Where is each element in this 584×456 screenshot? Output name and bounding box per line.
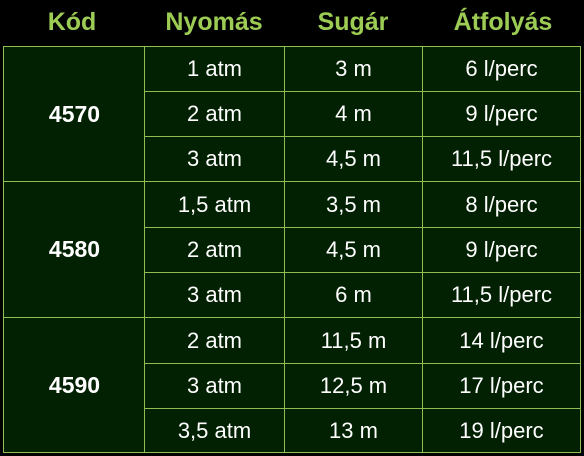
column-divider [144, 47, 145, 452]
pressure-cell: 2 atm [186, 101, 243, 126]
flow-cell: 19 l/perc [459, 417, 544, 443]
flow-cell: 8 l/perc [465, 191, 538, 217]
group-divider [4, 181, 580, 182]
radius-cell: 13 m [329, 417, 378, 443]
pressure-cell: 2 atm [186, 327, 243, 353]
flow-cell: 17 l/perc [459, 373, 544, 398]
row-divider [144, 91, 580, 92]
column-divider [422, 47, 423, 452]
row-divider [144, 408, 580, 409]
flow-cell: 11,5 l/perc [450, 146, 553, 171]
row-divider [144, 363, 580, 364]
flow-cell: 6 l/perc [465, 56, 538, 81]
pressure-cell: 3 atm [186, 373, 243, 398]
pressure-cell: 1,5 atm [177, 191, 252, 217]
radius-cell: 3,5 m [325, 191, 382, 217]
header-code: Kód [47, 8, 97, 36]
flow-cell: 14 l/perc [459, 327, 544, 353]
column-divider [284, 47, 285, 452]
product-code: 4570 [48, 100, 101, 127]
radius-cell: 12,5 m [319, 373, 388, 398]
row-divider [144, 227, 580, 228]
header-radius: Sugár [317, 8, 389, 36]
row-divider [144, 272, 580, 273]
pressure-cell: 3,5 atm [177, 417, 252, 443]
flow-cell: 11,5 l/perc [450, 282, 553, 307]
radius-cell: 3 m [335, 56, 372, 81]
pressure-cell: 2 atm [186, 237, 243, 262]
row-divider [144, 136, 580, 137]
pressure-cell: 3 atm [186, 146, 243, 171]
header-pressure: Nyomás [165, 8, 263, 36]
pressure-cell: 1 atm [186, 56, 243, 81]
product-code: 4580 [48, 236, 101, 262]
pressure-cell: 3 atm [186, 282, 243, 307]
group-divider [4, 317, 580, 318]
flow-cell: 9 l/perc [465, 237, 538, 262]
table-header: Kód Nyomás Sugár Átfolyás [0, 0, 584, 46]
radius-cell: 4 m [335, 101, 372, 126]
flow-cell: 9 l/perc [465, 101, 538, 126]
product-code: 4590 [48, 371, 101, 398]
data-table: 4570 1 atm 3 m 6 l/perc 2 atm 4 m 9 l/pe… [3, 46, 581, 453]
radius-cell: 11,5 m [320, 327, 387, 353]
radius-cell: 6 m [335, 282, 372, 307]
radius-cell: 4,5 m [325, 237, 382, 262]
radius-cell: 4,5 m [325, 146, 382, 171]
header-flow: Átfolyás [453, 8, 553, 36]
